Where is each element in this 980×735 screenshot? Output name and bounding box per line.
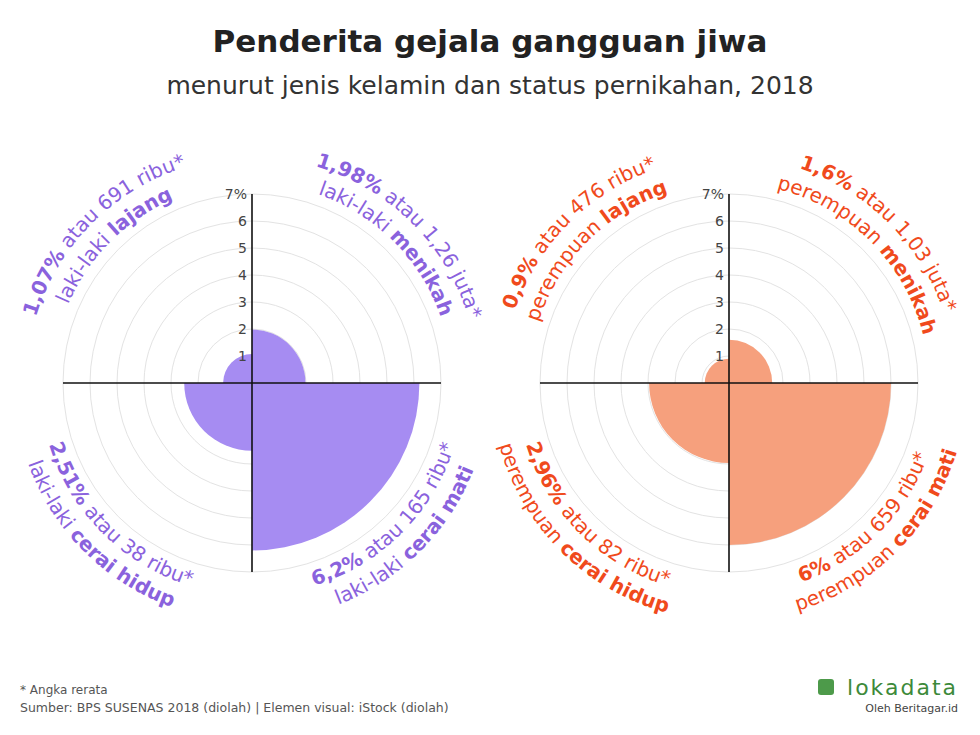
brand-sub: Oleh Beritagar.id [865,702,958,715]
label-part: laki-laki [331,547,412,609]
grid-circle [63,194,441,572]
data-label: laki-laki cerai hidup [23,457,179,612]
data-label: perempuan cerai hidup [494,440,672,618]
label-path: perempuan cerai hidup [494,440,672,618]
label-path: laki-laki cerai mati [331,462,478,609]
wedges [184,330,419,551]
brand: lokadata [847,675,958,700]
label-path: laki-laki lajang [51,182,176,307]
label-strong: 1,07% [18,245,70,319]
tick-label: 6 [715,213,724,229]
tick-label: 2 [715,321,724,337]
wedge [649,383,729,463]
wedge [252,330,305,383]
data-label: 1,98% atau 1,26 juta* [314,148,487,321]
tick-label: 7% [225,186,247,202]
label-strong: lajang [596,174,670,228]
tick-label: 7% [702,186,724,202]
label-path: laki-laki cerai hidup [23,457,179,612]
data-label: laki-laki menikah [316,176,459,319]
grid-circle [540,194,918,572]
tick-label: 6 [238,213,247,229]
subtitle: menurut jenis kelamin dan status pernika… [166,71,813,100]
footnote: * Angka rerata [20,683,108,697]
tick-label: 4 [715,267,724,283]
axis-line [728,194,730,572]
label-part: perempuan [792,535,904,616]
label-part: laki-laki [51,223,120,307]
tick-label: 2 [238,321,247,337]
label-strong: cerai mati [886,446,962,552]
label-part: laki-laki [23,457,84,539]
label-path: perempuan lajang [520,174,670,323]
data-label: 1,07% atau 691 ribu* [18,149,188,319]
tick-label: 1 [715,348,724,364]
data-label: perempuan cerai mati [792,446,962,616]
wedge [184,383,252,451]
label-strong: menikah [385,224,458,319]
label-strong: cerai hidup [555,536,672,618]
tick-label: 5 [238,240,247,256]
tick-label: 5 [715,240,724,256]
polar-chart: 1 2 3 4 5 6 7% [63,186,441,572]
label-part: perempuan [775,170,893,254]
label-part: laki-laki [316,176,402,241]
wedge [729,340,772,383]
data-label: laki-laki cerai mati [331,462,478,609]
data-label: perempuan lajang [520,174,670,323]
label-path: laki-laki menikah [316,176,459,319]
wedges [649,340,891,545]
label-path: 1,07% atau 691 ribu* [18,149,188,319]
data-label: perempuan menikah [775,170,941,336]
brand-icon [818,679,834,695]
data-label: laki-laki lajang [51,182,176,307]
label-strong: cerai mati [397,462,479,565]
label-part: perempuan [520,210,610,324]
label-path: perempuan cerai mati [792,446,962,616]
label-path: perempuan menikah [775,170,941,336]
tick-label: 3 [238,294,247,310]
label-strong: cerai hidup [65,523,178,612]
tick-label: 1 [238,348,247,364]
label-strong: menikah [875,239,941,337]
polar-chart: 1 2 3 4 5 6 7% [540,186,918,572]
tick-label: 3 [715,294,724,310]
label-strong: lajang [103,182,176,241]
infographic: Penderita gejala gangguan jiwa menurut je… [0,0,980,735]
label-part: perempuan [494,440,572,553]
title: Penderita gejala gangguan jiwa [213,23,768,59]
source: Sumber: BPS SUSENAS 2018 (diolah) | Elem… [20,700,449,715]
axis-line [251,194,253,572]
tick-label: 4 [238,267,247,283]
label-path: 1,98% atau 1,26 juta* [314,148,487,321]
